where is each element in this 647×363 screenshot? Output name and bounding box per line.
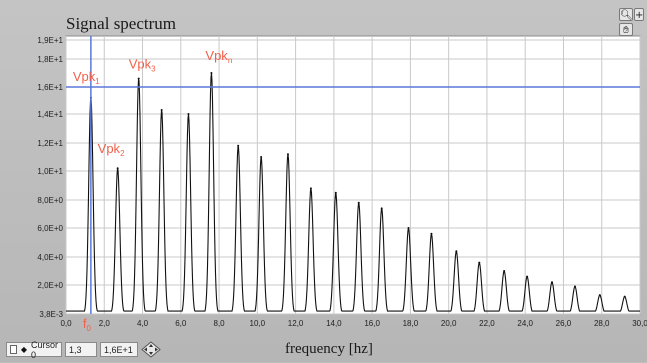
spectrum-peak-point bbox=[237, 144, 240, 147]
spectrum-peak-point bbox=[357, 201, 360, 204]
cursor-label: Cursor 0 bbox=[30, 339, 58, 360]
spectrum-peak-point bbox=[623, 295, 626, 298]
x-tick-label: 20,0 bbox=[441, 319, 457, 328]
cursor-legend[interactable]: ◆ Cursor 0 1,3 1,6E+1 bbox=[6, 339, 206, 360]
spectrum-peak-point bbox=[210, 72, 213, 74]
spectrum-peak-point bbox=[286, 153, 289, 156]
expand-plus-icon[interactable]: + bbox=[634, 8, 644, 21]
x-axis-label: frequency [hz] bbox=[285, 341, 373, 357]
y-tick-label: 6,0E+0 bbox=[37, 224, 63, 233]
spectrum-peak-point bbox=[187, 113, 190, 115]
x-tick-label: 30,0 bbox=[632, 319, 647, 328]
spectrum-peak-point bbox=[598, 294, 601, 297]
x-tick-label: 16,0 bbox=[364, 319, 380, 328]
cursor-style-diamond-icon[interactable]: ◆ bbox=[20, 345, 27, 354]
cursor-y-field[interactable]: 1,6E+1 bbox=[100, 342, 138, 357]
spectrum-peak-point bbox=[260, 156, 263, 158]
hand-icon[interactable]: ✋︎ bbox=[619, 23, 633, 36]
y-tick-label: 1,8E+1 bbox=[37, 55, 63, 64]
y-tick-label: 3,8E-3 bbox=[39, 310, 63, 319]
spectrum-line bbox=[66, 73, 640, 312]
spectrum-peak-point bbox=[573, 285, 576, 288]
x-tick-label: 24,0 bbox=[517, 319, 533, 328]
peak-annotations: Vpk1 Vpk2 Vpk3 Vpkn f0 bbox=[73, 48, 232, 333]
spectrum-peak-point bbox=[478, 261, 481, 264]
y-tick-label: 1,6E+1 bbox=[37, 83, 63, 92]
spectrum-trace bbox=[66, 72, 640, 312]
x-tick-label: 12,0 bbox=[288, 319, 304, 328]
x-tick-label: 2,0 bbox=[99, 319, 111, 328]
peak-label: Vpkn bbox=[205, 48, 232, 65]
y-tick-label: 2,0E+0 bbox=[37, 281, 63, 290]
x-tick-label: 26,0 bbox=[556, 319, 572, 328]
x-tick-label: 22,0 bbox=[479, 319, 495, 328]
x-tick-label: 4,0 bbox=[137, 319, 149, 328]
zoom-icon[interactable]: 🔍︎ bbox=[619, 8, 633, 21]
x-tick-label: 10,0 bbox=[250, 319, 266, 328]
spectrum-peak-point bbox=[407, 227, 410, 229]
peak-label: Vpk2 bbox=[98, 141, 125, 158]
y-axis-ticks: 3,8E-3 2,0E+0 4,0E+0 6,0E+0 8,0E+0 1,0E+1 1,2E… bbox=[37, 36, 63, 319]
x-axis-ticks: 0,0 2,0 4,0 6,0 8,0 10,0 12,0 14,0 16,0 18,0 20,0 2… bbox=[60, 319, 647, 328]
spectrum-peak-point bbox=[455, 250, 458, 253]
graph-title: Signal spectrum bbox=[66, 14, 177, 33]
spectrum-peak-point bbox=[430, 232, 433, 235]
x-tick-label: 18,0 bbox=[403, 319, 419, 328]
spectrum-peak-point bbox=[380, 207, 383, 210]
x-tick-label: 8,0 bbox=[214, 319, 226, 328]
spectrum-peak-point bbox=[137, 77, 140, 80]
peak-label: Vpk1 bbox=[73, 69, 100, 86]
spectrum-peak-point bbox=[503, 270, 506, 272]
plot-area[interactable] bbox=[65, 35, 641, 315]
spectrum-peak-point bbox=[160, 108, 163, 111]
x-tick-label: 0,0 bbox=[60, 319, 72, 328]
cursor-move-diamond-icon[interactable] bbox=[141, 341, 161, 358]
x-tick-label: 6,0 bbox=[175, 319, 187, 328]
cursor-x-field[interactable]: 1,3 bbox=[65, 342, 97, 357]
y-tick-label: 8,0E+0 bbox=[37, 196, 63, 205]
y-tick-label: 4,0E+0 bbox=[37, 253, 63, 262]
cursor-visible-checkbox[interactable] bbox=[10, 345, 17, 354]
spectrum-peak-point bbox=[116, 167, 119, 170]
y-tick-label: 1,4E+1 bbox=[37, 110, 63, 119]
x-tick-label: 14,0 bbox=[326, 319, 342, 328]
y-tick-label: 1,0E+1 bbox=[37, 167, 63, 176]
spectrum-peak-point bbox=[526, 275, 529, 278]
y-tick-label: 1,9E+1 bbox=[37, 36, 63, 45]
grid bbox=[65, 36, 641, 315]
peak-label: Vpk3 bbox=[129, 57, 156, 74]
spectrum-peak-point bbox=[550, 281, 553, 284]
x-tick-label: 28,0 bbox=[594, 319, 610, 328]
cursor-0[interactable] bbox=[66, 36, 640, 314]
spectrum-peak-point bbox=[334, 191, 337, 194]
cursor-name-field[interactable]: ◆ Cursor 0 bbox=[6, 339, 62, 360]
y-tick-label: 1,2E+1 bbox=[37, 139, 63, 148]
f0-label: f0 bbox=[83, 316, 92, 333]
spectrum-peak-point bbox=[309, 187, 312, 190]
